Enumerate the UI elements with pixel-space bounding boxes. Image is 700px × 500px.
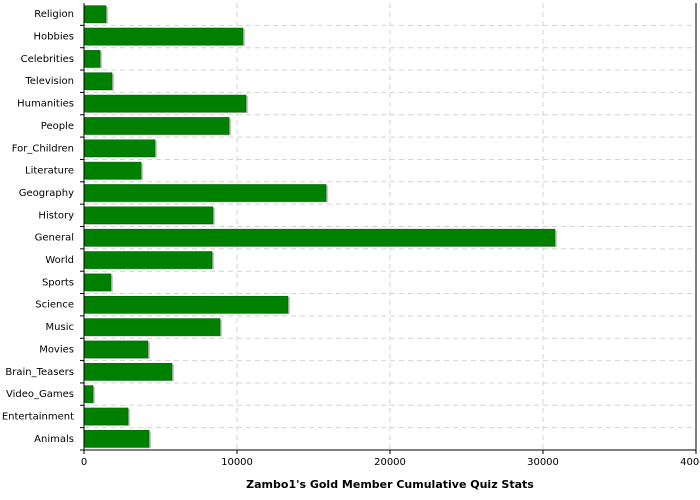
chart-title: Zambo1's Gold Member Cumulative Quiz Sta…: [246, 478, 534, 491]
y-tick-label: Movies: [39, 344, 74, 355]
bar: [83, 318, 221, 336]
y-tick-label: For_Children: [12, 143, 74, 154]
y-tick-label: World: [45, 255, 74, 266]
bar: [83, 385, 94, 403]
y-tick-label: Hobbies: [34, 32, 74, 43]
bar: [83, 295, 289, 314]
y-tick-label: Television: [24, 76, 74, 87]
y-tick-label: Sports: [42, 277, 74, 288]
y-tick-label: Science: [35, 300, 74, 311]
bar: [83, 362, 173, 381]
x-tick-label: 20000: [374, 457, 406, 468]
y-tick-label: Humanities: [17, 99, 74, 110]
y-tick-label: Religion: [34, 9, 74, 20]
bar: [83, 94, 247, 113]
y-tick-label: Literature: [25, 166, 74, 177]
bar: [83, 430, 150, 448]
bar: [83, 117, 230, 135]
y-tick-label: Entertainment: [2, 411, 74, 422]
x-tick-label: 0: [81, 457, 87, 468]
bar: [83, 139, 156, 158]
y-tick-label: Video_Games: [6, 389, 74, 400]
bar: [83, 251, 213, 269]
bar: [83, 206, 214, 225]
y-tick-label: Celebrities: [21, 54, 74, 65]
y-tick-label: Animals: [34, 434, 74, 445]
y-tick-label: Geography: [19, 188, 74, 199]
bar: [83, 50, 101, 68]
bar: [83, 5, 107, 23]
y-tick-label: People: [41, 121, 74, 132]
x-tick-label: 40000: [680, 457, 700, 468]
y-tick-label: General: [35, 233, 74, 244]
bar: [83, 161, 142, 180]
x-tick-label: 30000: [527, 457, 559, 468]
bar: [83, 407, 129, 426]
y-tick-label: History: [38, 210, 74, 221]
bar: [83, 340, 149, 359]
x-tick-label: 10000: [221, 457, 253, 468]
bar: [83, 228, 556, 247]
bar: [83, 27, 244, 46]
bar: [83, 72, 113, 91]
y-tick-label: Music: [46, 322, 74, 333]
bar: [83, 273, 112, 292]
y-tick-label: Brain_Teasers: [5, 367, 74, 378]
bar: [83, 184, 327, 202]
